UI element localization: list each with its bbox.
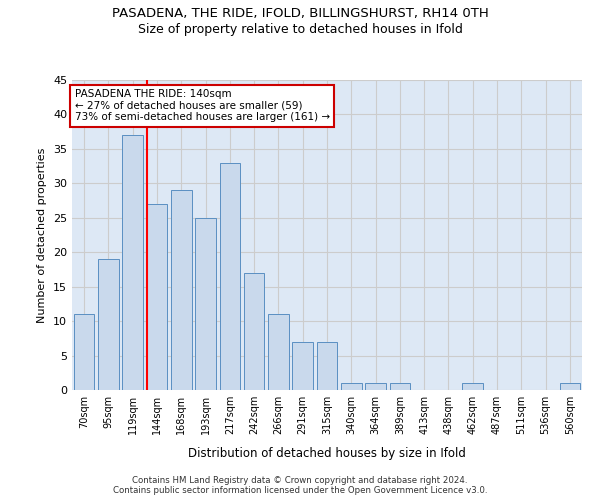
Bar — [220, 162, 240, 390]
Text: Distribution of detached houses by size in Ifold: Distribution of detached houses by size … — [188, 448, 466, 460]
Bar — [560, 383, 580, 390]
Bar — [146, 204, 167, 390]
Bar — [195, 218, 216, 390]
Bar — [389, 383, 410, 390]
Text: Size of property relative to detached houses in Ifold: Size of property relative to detached ho… — [137, 22, 463, 36]
Bar — [341, 383, 362, 390]
Text: PASADENA, THE RIDE, IFOLD, BILLINGSHURST, RH14 0TH: PASADENA, THE RIDE, IFOLD, BILLINGSHURST… — [112, 8, 488, 20]
Bar — [268, 314, 289, 390]
Bar — [122, 135, 143, 390]
Bar — [171, 190, 191, 390]
Bar — [292, 342, 313, 390]
Text: PASADENA THE RIDE: 140sqm
← 27% of detached houses are smaller (59)
73% of semi-: PASADENA THE RIDE: 140sqm ← 27% of detac… — [74, 90, 329, 122]
Text: Contains HM Land Registry data © Crown copyright and database right 2024.
Contai: Contains HM Land Registry data © Crown c… — [113, 476, 487, 495]
Bar — [98, 259, 119, 390]
Bar — [463, 383, 483, 390]
Y-axis label: Number of detached properties: Number of detached properties — [37, 148, 47, 322]
Bar — [74, 314, 94, 390]
Bar — [317, 342, 337, 390]
Bar — [244, 273, 265, 390]
Bar — [365, 383, 386, 390]
